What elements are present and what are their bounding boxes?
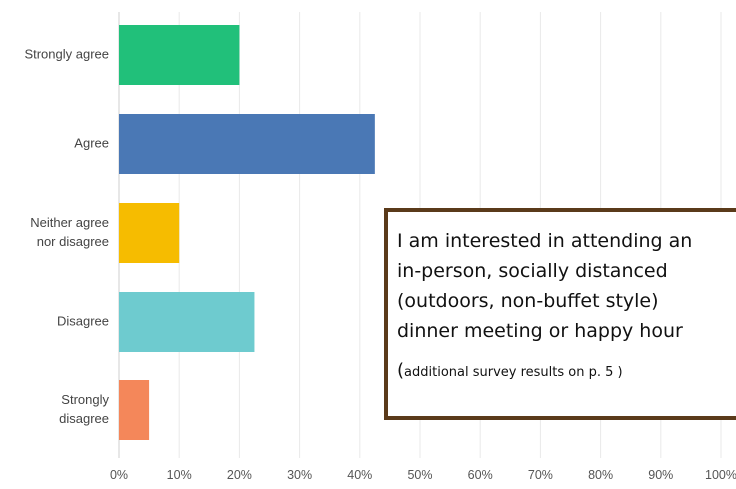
annotation-line: dinner meeting or happy hour — [397, 320, 683, 342]
category-label: nor disagree — [37, 234, 109, 249]
x-tick-label: 40% — [347, 468, 372, 482]
category-label: Agree — [74, 135, 109, 150]
annotation-line: in-person, socially distanced — [397, 260, 668, 282]
x-tick-label: 0% — [110, 468, 128, 482]
category-label: Disagree — [57, 313, 109, 328]
x-tick-label: 30% — [287, 468, 312, 482]
annotation-note: (additional survey results on p. 5 ) — [397, 360, 736, 381]
category-label: Neither agree — [30, 215, 109, 230]
x-tick-labels: 0% 10% 20% 30% 40% 50% 60% 70% 80% 90% 100% — [110, 468, 736, 482]
bar — [119, 292, 255, 352]
x-tick-label: 80% — [588, 468, 613, 482]
category-labels: Strongly agree Agree Neither agree nor disa… — [24, 46, 109, 426]
bars — [119, 25, 375, 440]
x-tick-label: 100% — [705, 468, 736, 482]
x-tick-label: 70% — [528, 468, 553, 482]
x-tick-label: 90% — [648, 468, 673, 482]
x-tick-label: 50% — [407, 468, 432, 482]
bar — [119, 114, 375, 174]
annotation-note-paren: ( — [397, 360, 405, 381]
annotation-box: I am interested in attending an in-perso… — [384, 208, 736, 420]
x-tick-label: 20% — [227, 468, 252, 482]
annotation-line: I am interested in attending an — [397, 230, 693, 252]
bar — [119, 25, 240, 85]
category-label: disagree — [59, 411, 109, 426]
bar — [119, 380, 150, 440]
x-tick-label: 10% — [167, 468, 192, 482]
category-label: Strongly — [61, 392, 109, 407]
annotation-line: (outdoors, non-buffet style) — [397, 290, 659, 312]
annotation-note-text: additional survey results on p. 5 ) — [404, 365, 623, 380]
bar — [119, 203, 180, 263]
x-tick-label: 60% — [468, 468, 493, 482]
category-label: Strongly agree — [24, 46, 109, 61]
